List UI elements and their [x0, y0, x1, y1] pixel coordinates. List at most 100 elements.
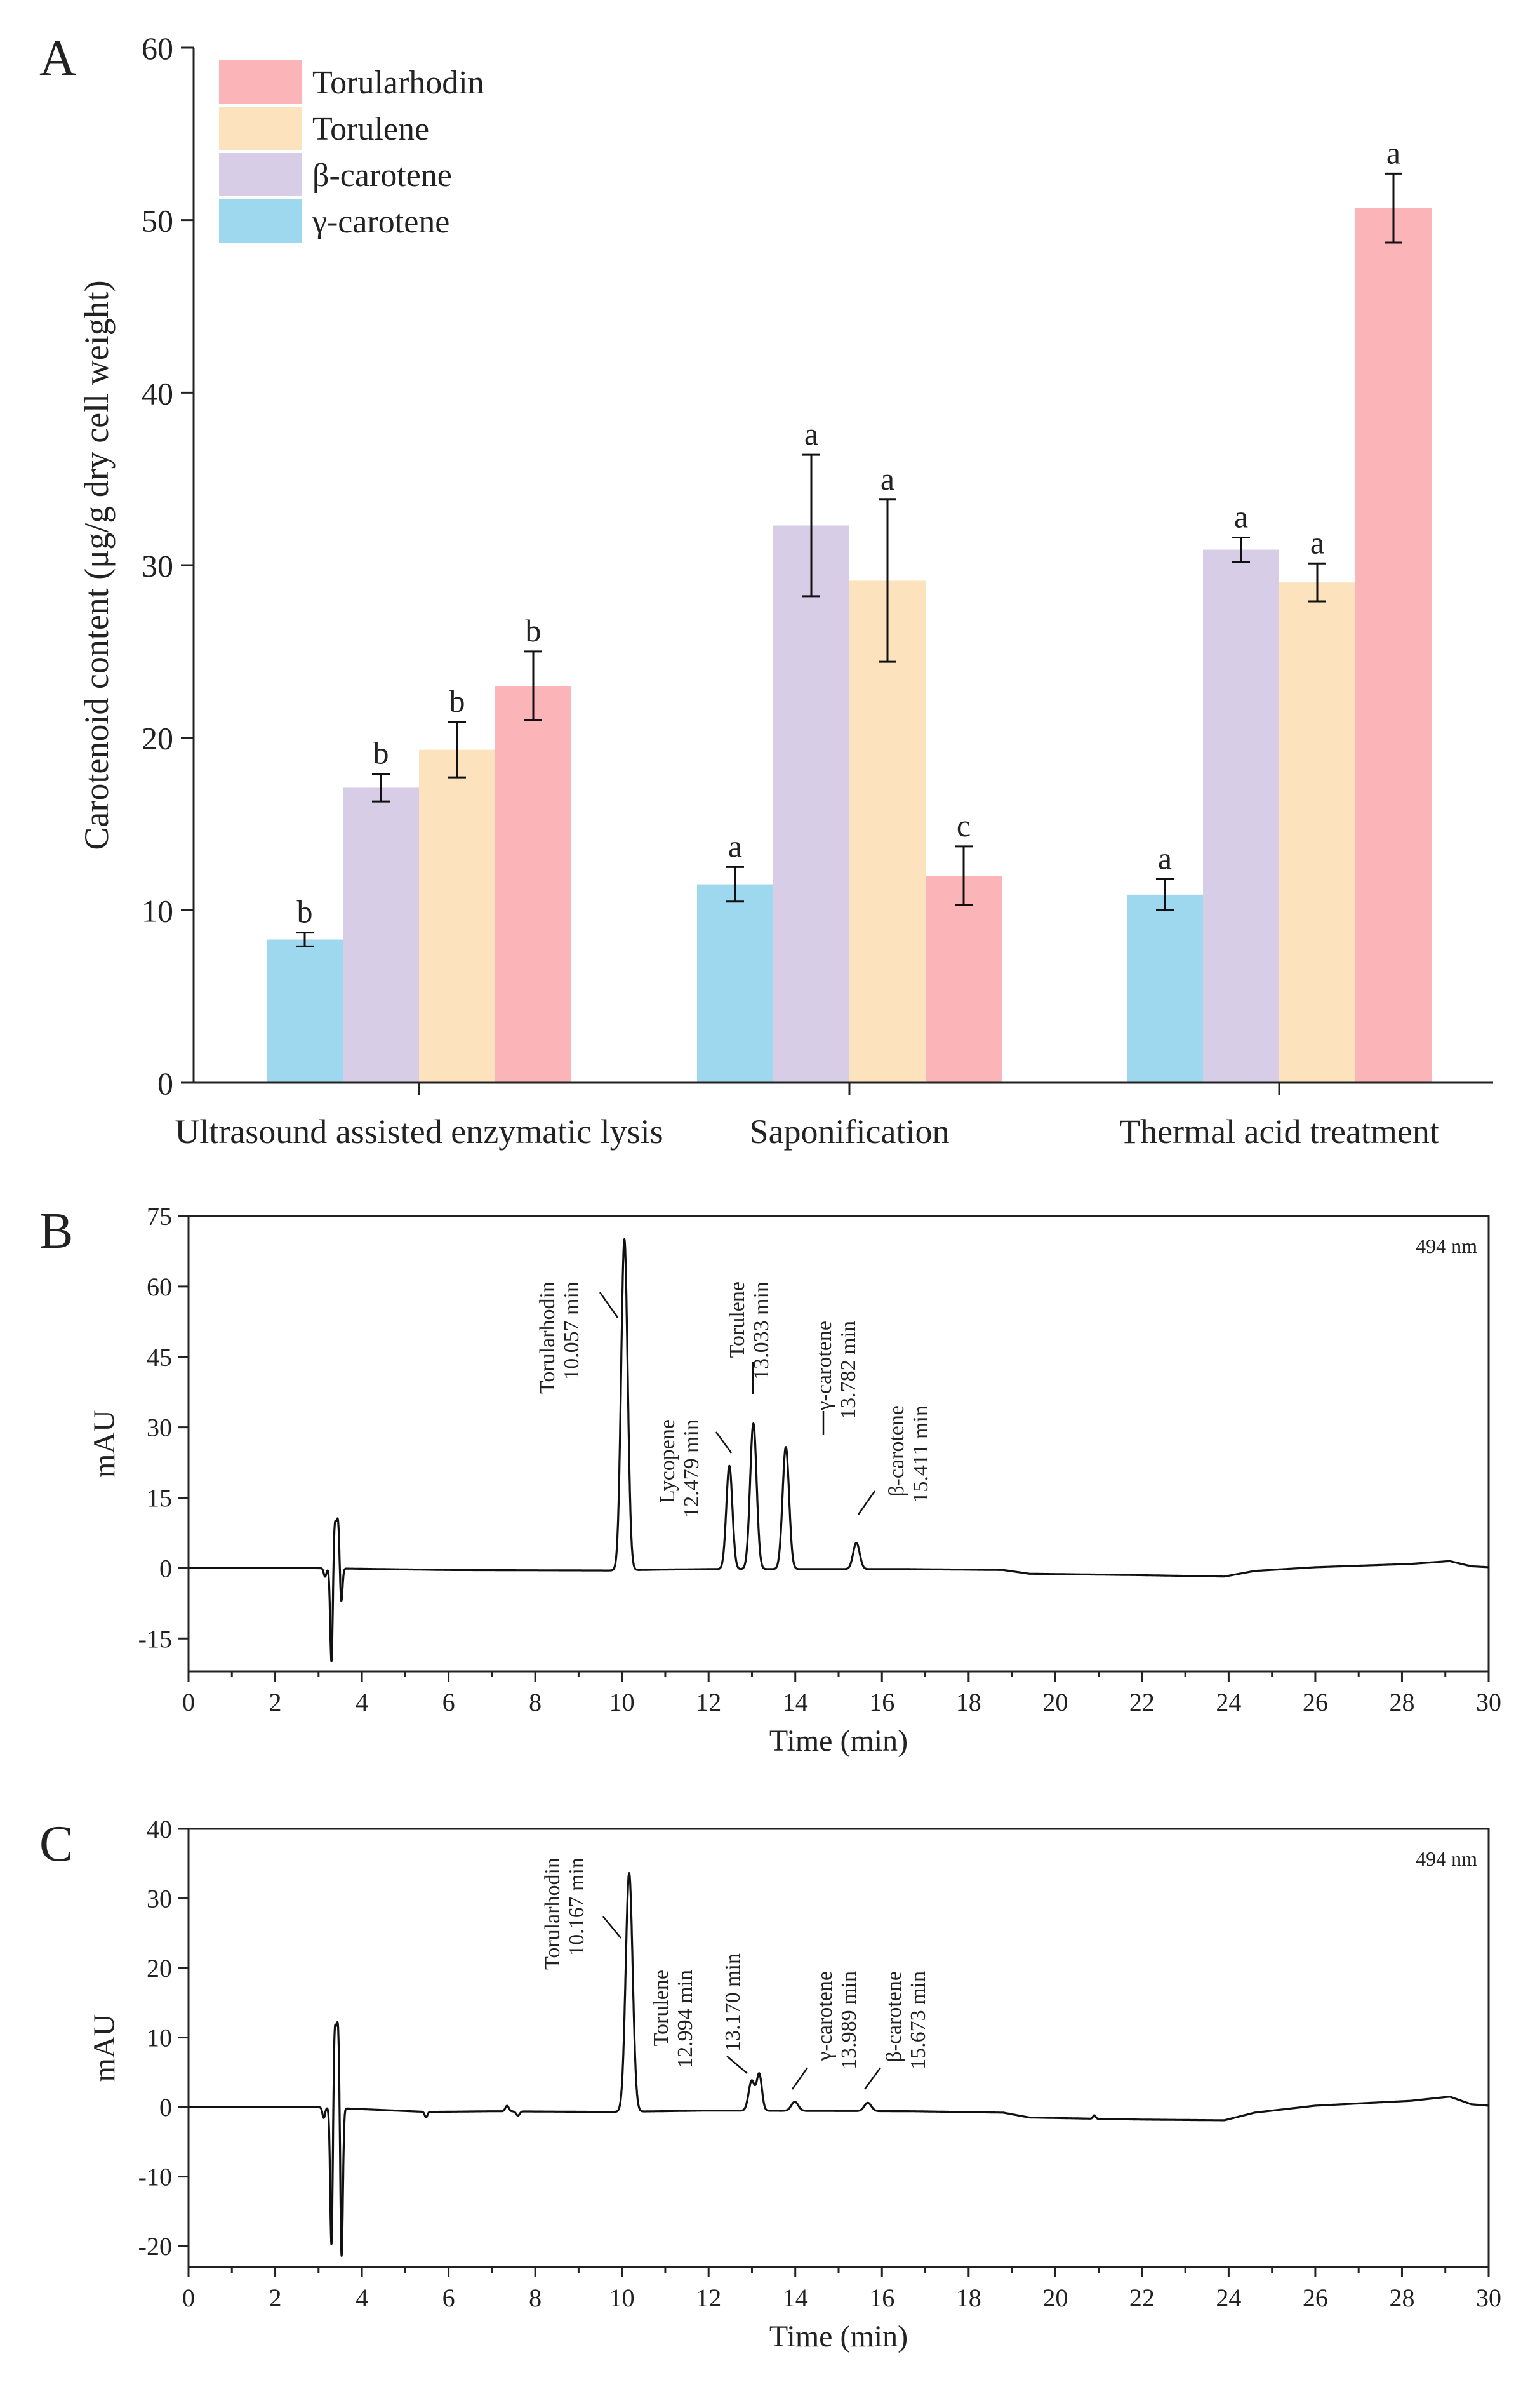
bar-torularhodin-thermal-acid-treatment — [1355, 208, 1432, 1083]
y-tick-label: 0 — [159, 2093, 172, 2122]
x-tick-label: Ultrasound assisted enzymatic lysis — [175, 1113, 663, 1151]
significance-letter: b — [297, 894, 313, 930]
significance-letter: a — [880, 461, 894, 497]
x-tick-label: 24 — [1216, 1688, 1241, 1716]
peak-label-time: 12.994 min — [674, 1970, 697, 2068]
panel-label-b: B — [39, 1203, 73, 1259]
peak-label-time: 10.057 min — [560, 1281, 583, 1380]
x-tick-label: 30 — [1476, 1688, 1501, 1716]
panel-label-a: A — [39, 30, 76, 86]
y-tick-label: 45 — [147, 1343, 172, 1372]
bar-torularhodin-ultrasound-assisted-enzymatic-lysis — [495, 686, 571, 1083]
x-tick-label: 26 — [1303, 1688, 1328, 1716]
peak-label-name: β-carotene — [885, 1405, 908, 1497]
x-tick-label: 16 — [869, 1688, 894, 1716]
significance-letter: b — [373, 735, 389, 771]
peak-leader-line — [857, 1490, 876, 1515]
y-tick-label: -10 — [138, 2163, 172, 2191]
bar-torulene-ultrasound-assisted-enzymatic-lysis — [419, 749, 495, 1083]
significance-letter: a — [1310, 525, 1324, 560]
significance-letter: c — [957, 808, 971, 843]
peak-leader-line — [791, 2067, 809, 2090]
x-tick-label: Saponification — [750, 1113, 950, 1151]
peak-leader-line — [863, 2067, 882, 2090]
plot-frame — [187, 1215, 1490, 1673]
y-axis-label: Carotenoid content (μg/g dry cell weight… — [77, 280, 116, 850]
significance-letter: a — [1234, 499, 1248, 535]
y-tick-label: 50 — [142, 203, 173, 239]
y-tick-label: 20 — [147, 1954, 172, 1983]
x-tick-label: 20 — [1042, 1688, 1068, 1716]
peak-label-time: 12.479 min — [680, 1419, 703, 1518]
x-axis-label: Time (min) — [769, 2320, 908, 2353]
x-tick-label: 18 — [956, 2284, 981, 2312]
legend-label-carotene: β-carotene — [312, 157, 452, 194]
significance-letter: a — [804, 416, 818, 452]
x-tick-label: 8 — [529, 2284, 542, 2312]
x-tick-label: 22 — [1129, 2284, 1155, 2312]
y-tick-label: 30 — [142, 548, 173, 584]
peak-leader-line — [602, 1916, 621, 1939]
y-tick-label: 0 — [157, 1066, 173, 1101]
significance-letter: a — [1386, 135, 1400, 170]
legend-swatch-torulene — [219, 107, 302, 150]
legend-swatch-torularhodin — [219, 60, 302, 104]
bar-carotene-thermal-acid-treatment — [1203, 549, 1279, 1083]
x-tick-label: 6 — [442, 2284, 455, 2312]
peak-leader-line — [599, 1292, 619, 1318]
x-tick-label: 8 — [529, 1688, 542, 1716]
significance-letter: a — [728, 828, 742, 864]
x-tick-label: 10 — [609, 1688, 635, 1716]
chromatogram-trace — [187, 1872, 1490, 2257]
y-tick-label: 60 — [147, 1273, 172, 1301]
x-tick-label: 12 — [696, 1688, 721, 1716]
peak-label-name: Torulene — [726, 1281, 749, 1358]
x-tick-label: 16 — [869, 2284, 894, 2312]
x-tick-label: 0 — [182, 1688, 195, 1716]
legend-label-torulene: Torulene — [312, 111, 429, 147]
y-tick-label: 75 — [147, 1202, 172, 1231]
peak-leader-line — [726, 2056, 748, 2074]
peak-label-time: 10.167 min — [565, 1857, 588, 1956]
peak-label-name: Torularhodin — [536, 1281, 559, 1394]
significance-letter: a — [1158, 840, 1172, 876]
wavelength-label: 494 nm — [1416, 1234, 1477, 1257]
significance-letter: b — [449, 683, 465, 719]
y-tick-label: 40 — [147, 1815, 172, 1843]
panel-a-bar-chart: Ab a a b a a b a a b c a 0 10 20 30 40 50 60 Ultrasound ass… — [39, 30, 1493, 1151]
x-tick-label: 4 — [356, 2284, 368, 2312]
x-tick-label: 14 — [783, 1688, 808, 1716]
peak-leader-line — [715, 1431, 733, 1454]
legend-label-torularhodin: Torularhodin — [312, 65, 484, 101]
x-tick-label: 22 — [1129, 1688, 1155, 1716]
bar-torulene-thermal-acid-treatment — [1279, 582, 1355, 1083]
x-tick-label: 4 — [356, 1688, 368, 1716]
peak-label-name: β-carotene — [882, 1971, 906, 2063]
chromatogram-trace — [187, 1238, 1490, 1662]
bar-carotene-saponification — [697, 884, 773, 1083]
x-tick-label: 20 — [1042, 2284, 1068, 2312]
panel-label-c: C — [39, 1816, 73, 1872]
x-tick-label: 14 — [783, 2284, 808, 2312]
y-tick-label: -20 — [138, 2232, 172, 2261]
peak-label-time: 13.782 min — [837, 1321, 860, 1419]
peak-label-time: 15.673 min — [907, 1971, 930, 2070]
peak-label-name: Torularhodin — [541, 1857, 564, 1970]
y-tick-label: 10 — [147, 2024, 172, 2052]
y-axis-label: mAU — [88, 1410, 121, 1478]
wavelength-label: 494 nm — [1416, 1847, 1477, 1870]
y-tick-label: 0 — [159, 1554, 172, 1582]
panel-b-chromatogram: B0 2 4 6 8 10 12 14 16 18 20 22 24 26 28 30-15015304560… — [39, 1202, 1501, 1758]
y-tick-label: 30 — [147, 1414, 172, 1442]
x-tick-label: 10 — [609, 2284, 635, 2312]
bar-torularhodin-saponification — [926, 876, 1002, 1083]
y-tick-label: 60 — [142, 30, 173, 66]
panel-c-chromatogram: C0 2 4 6 8 10 12 14 16 18 20 22 24 26 28 30-20-10010203… — [39, 1815, 1501, 2353]
legend-label-carotene: γ-carotene — [312, 204, 449, 240]
bar-carotene-saponification — [773, 525, 849, 1083]
peak-label-time: 15.411 min — [909, 1405, 933, 1503]
x-tick-label: 26 — [1303, 2284, 1328, 2312]
x-tick-label: Thermal acid treatment — [1119, 1113, 1439, 1151]
peak-label-name: γ-carotene — [813, 1321, 836, 1411]
y-tick-label: -15 — [138, 1624, 172, 1653]
